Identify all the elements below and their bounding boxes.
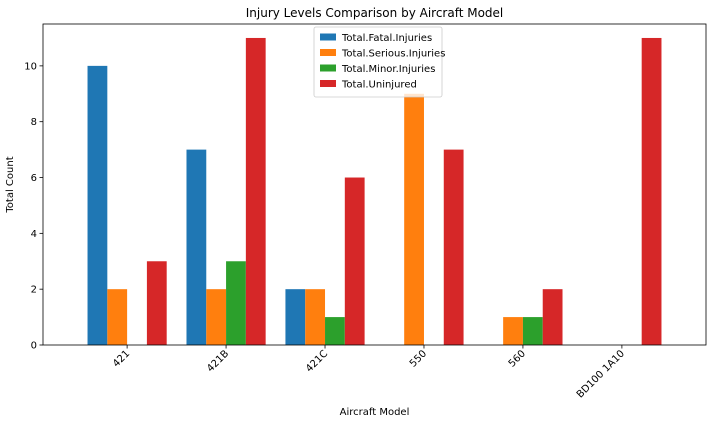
bar-421C-total-minor-injuries: [325, 317, 345, 345]
bar-560-total-serious-injuries: [503, 317, 523, 345]
legend: Total.Fatal.Injuries Total.Serious.Injuri…: [313, 26, 445, 98]
legend-label: Total.Serious.Injuries: [341, 49, 445, 60]
bar-550-total-uninjured: [443, 149, 464, 345]
y-axis-label: Total Count: [5, 156, 16, 213]
legend-box: [313, 26, 443, 98]
legend-label: Total.Minor.Injuries: [341, 64, 435, 75]
plot-frame: [42, 23, 707, 346]
bar-421-total-uninjured: [146, 261, 167, 345]
bar-421C-total-fatal-injuries: [285, 289, 306, 345]
legend-swatch: [320, 80, 336, 87]
bar-421B-total-uninjured: [245, 37, 266, 346]
bar-421-total-serious-injuries: [107, 289, 128, 345]
y-tick-label: 10: [24, 61, 37, 72]
bars-layer: [87, 37, 662, 346]
legend-swatch: [320, 49, 336, 56]
x-axis-label: Aircraft Model: [340, 407, 410, 418]
bar-421C-total-uninjured: [344, 177, 365, 345]
legend-label: Total.Uninjured: [341, 80, 417, 91]
y-axis: 0 2 4 6 8 10: [24, 61, 43, 352]
bar-421C-total-serious-injuries: [305, 289, 326, 345]
bar-BD100-1A10-total-uninjured: [641, 37, 662, 346]
bar-560-total-uninjured: [542, 289, 563, 345]
y-tick-label: 6: [31, 173, 37, 184]
bar-421B-total-serious-injuries: [206, 289, 227, 345]
legend-label: Total.Fatal.Injuries: [341, 33, 432, 44]
chart-title: Injury Levels Comparison by Aircraft Mod…: [246, 6, 504, 20]
y-tick-label: 0: [31, 341, 37, 352]
y-tick-label: 4: [31, 229, 37, 240]
y-tick-label: 8: [31, 117, 37, 128]
bar-421-total-fatal-injuries: [87, 65, 108, 345]
y-tick-label: 2: [31, 285, 37, 296]
legend-swatch: [320, 33, 336, 41]
bar-421B-total-minor-injuries: [226, 261, 246, 345]
bar-560-total-minor-injuries: [522, 317, 543, 345]
bar-550-total-serious-injuries: [404, 93, 424, 345]
bar-421B-total-fatal-injuries: [186, 149, 207, 345]
legend-swatch: [320, 64, 336, 72]
